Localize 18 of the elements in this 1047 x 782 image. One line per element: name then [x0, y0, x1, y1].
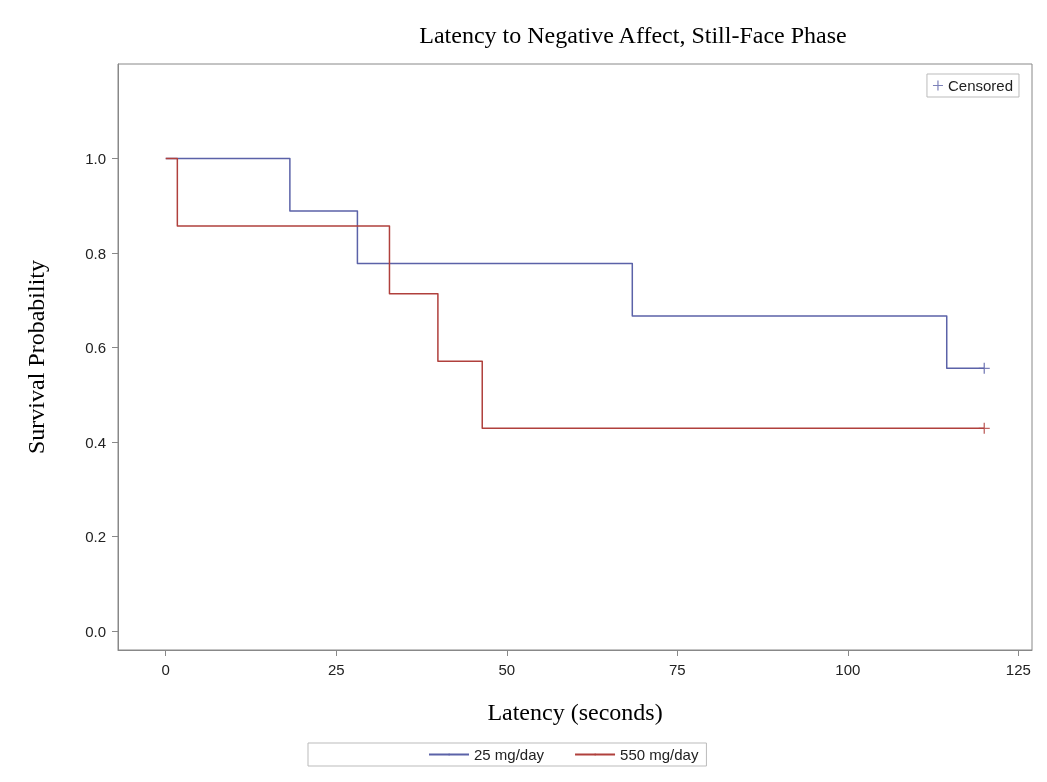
x-tick-label: 125 — [1005, 661, 1031, 678]
x-tick-label: 0 — [161, 661, 170, 678]
x-tick-label: 75 — [668, 661, 686, 678]
y-tick-label: 0.4 — [85, 433, 106, 451]
x-tick-label: 50 — [498, 661, 516, 678]
chart-title: Latency to Negative Affect, Still-Face Phase — [419, 22, 847, 48]
y-tick-label: 1.0 — [85, 150, 106, 168]
legend-label: 550 mg/day — [620, 746, 699, 763]
legend-label: 25 mg/day — [474, 746, 545, 763]
x-tick-label: 100 — [835, 661, 861, 678]
x-axis-title: Latency (seconds) — [487, 699, 663, 725]
y-tick-label: 0.0 — [85, 622, 106, 640]
y-tick-label: 0.2 — [85, 528, 106, 546]
x-tick-label: 25 — [327, 661, 345, 678]
y-tick-label: 0.8 — [85, 244, 106, 262]
legend-label: Censored — [947, 77, 1014, 94]
y-axis-title: Survival Probability — [23, 260, 49, 454]
y-tick-label: 0.6 — [85, 339, 106, 357]
